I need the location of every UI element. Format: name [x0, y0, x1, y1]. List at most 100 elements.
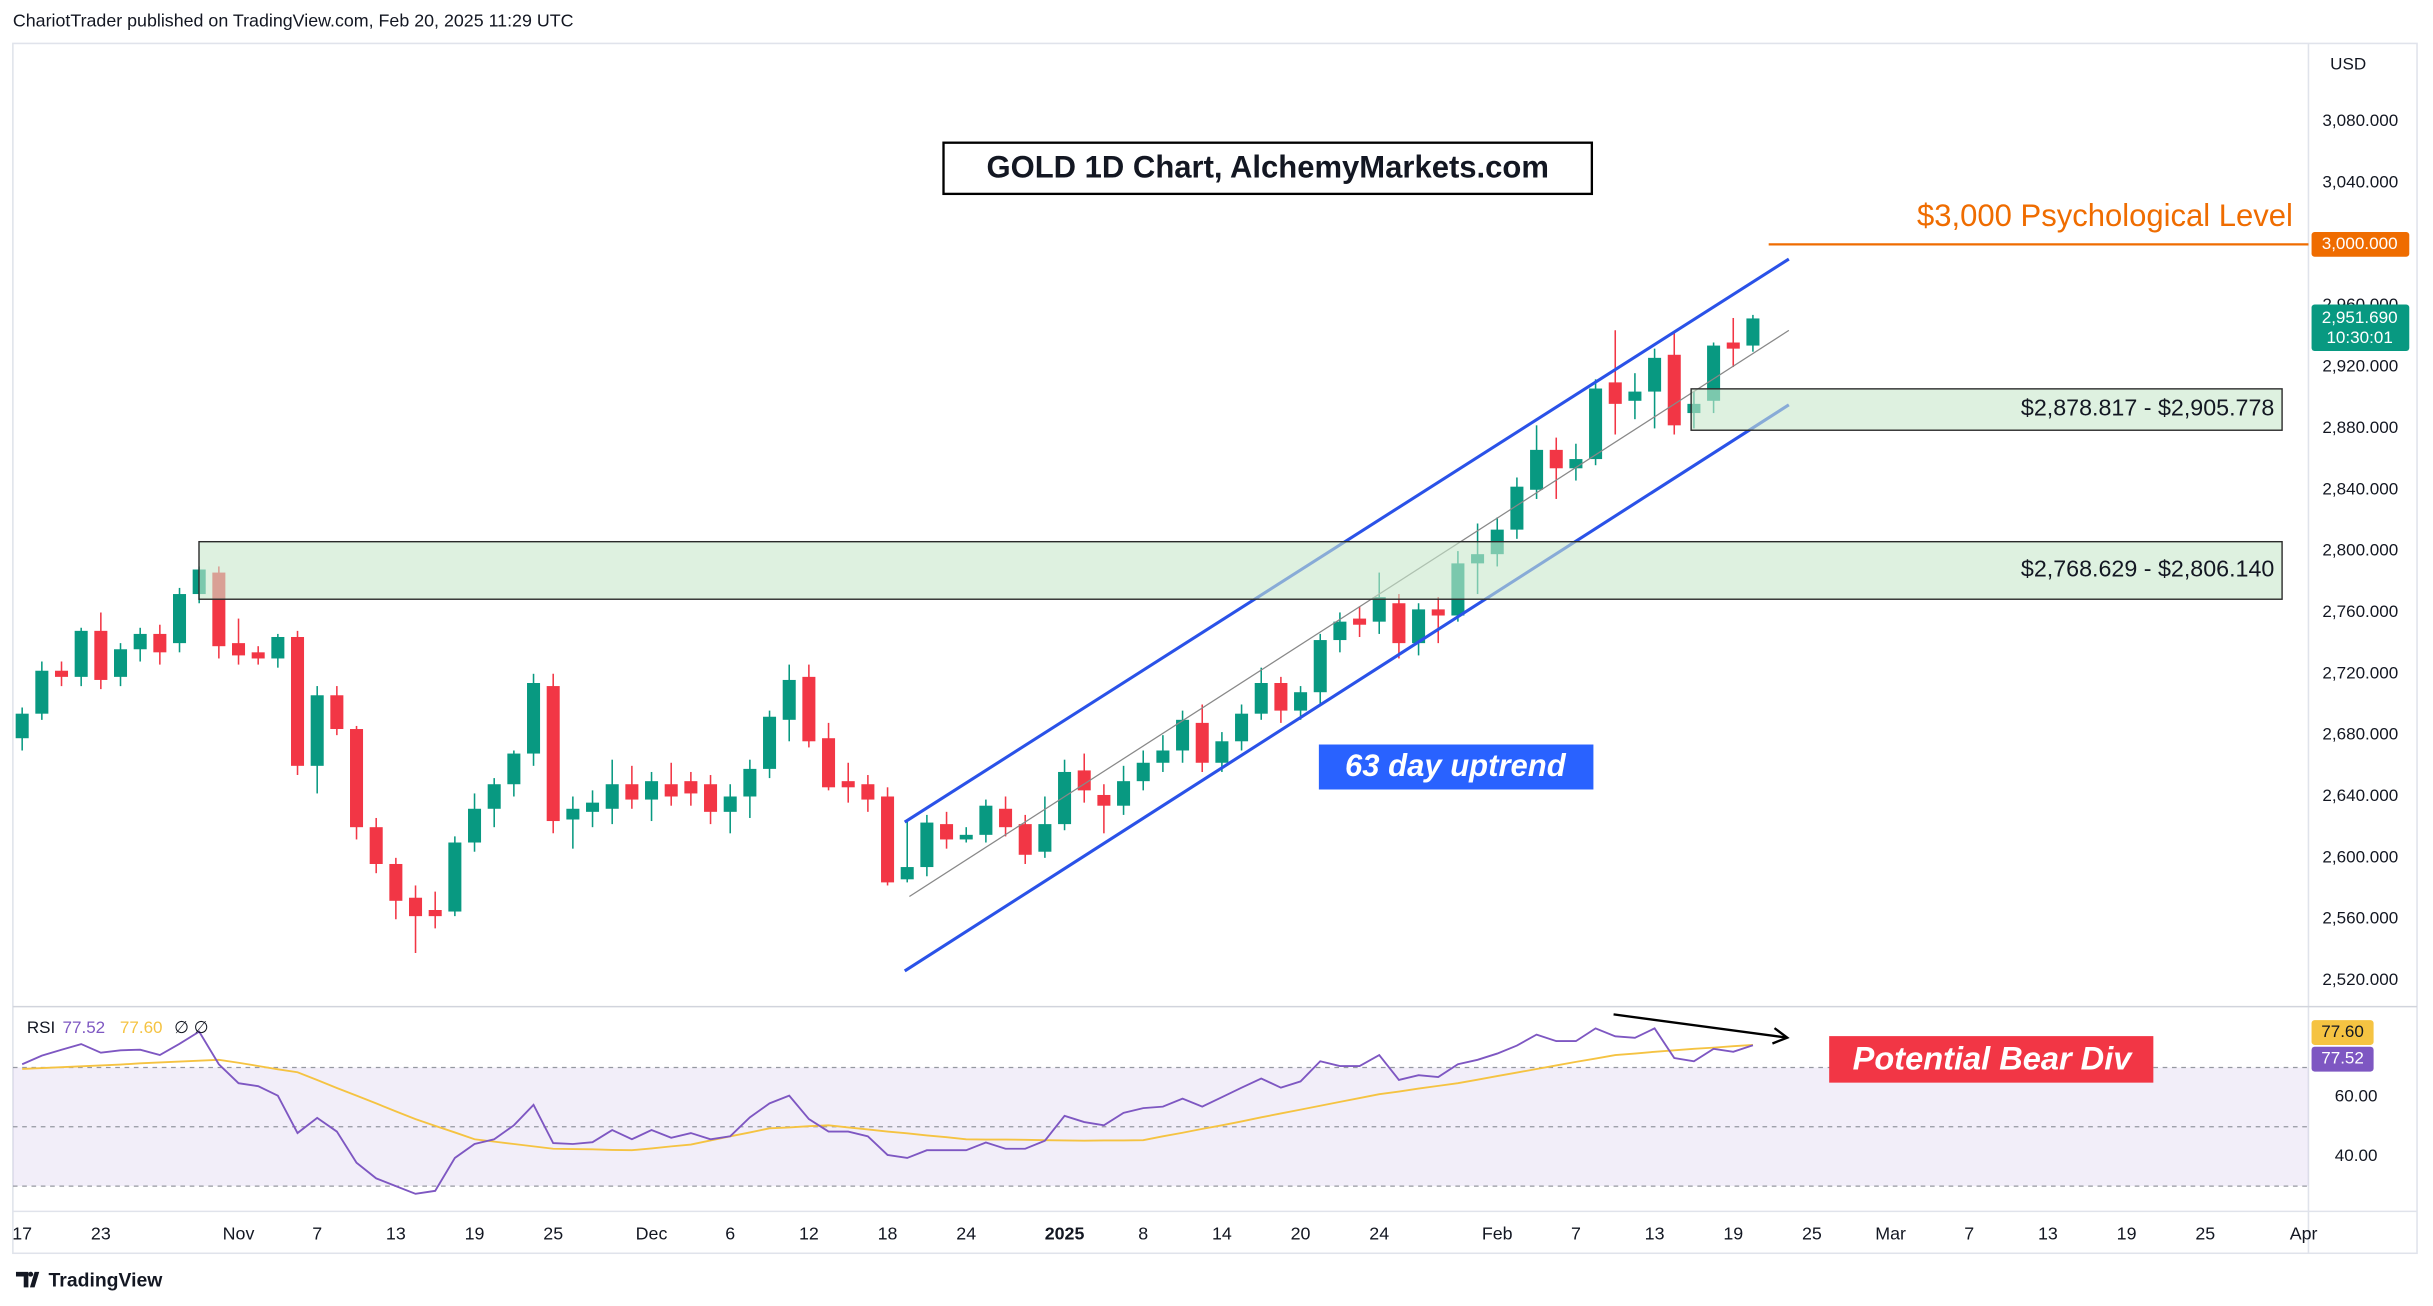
- x-tick-label: Feb: [1482, 1223, 1513, 1243]
- candle-body: [1136, 762, 1150, 782]
- candle-body: [763, 716, 777, 769]
- x-tick-label: 19: [1723, 1223, 1743, 1243]
- candle-body: [1215, 741, 1229, 763]
- candle-body: [507, 753, 521, 785]
- candle-body: [959, 834, 973, 840]
- last-price-text: 2,951.690: [2322, 308, 2398, 327]
- candle-body: [1372, 597, 1386, 622]
- x-tick-label: Dec: [636, 1223, 668, 1243]
- candle-body: [1569, 459, 1583, 469]
- rsi-badge: [2311, 1020, 2374, 1045]
- x-tick-label: 19: [2117, 1223, 2137, 1243]
- rsi-badge-text: 77.52: [2321, 1049, 2364, 1068]
- candle-body: [1746, 318, 1760, 346]
- candle-body: [468, 808, 482, 843]
- candle-body: [1038, 824, 1052, 852]
- candle-body: [1353, 618, 1367, 625]
- candle-body: [743, 768, 757, 797]
- bear-div-label: Potential Bear Div: [1853, 1041, 2134, 1077]
- logo-dot: [28, 1271, 34, 1277]
- candle-body: [114, 649, 128, 677]
- candle-body: [271, 636, 285, 659]
- x-tick-label: 7: [1571, 1223, 1581, 1243]
- x-tick-label: 7: [312, 1223, 322, 1243]
- rsi-tick-label: 40.00: [2335, 1146, 2378, 1165]
- rsi-badge: [2311, 1046, 2374, 1072]
- candle-body: [35, 670, 49, 714]
- x-tick-label: Nov: [223, 1223, 255, 1243]
- candle-body: [1667, 354, 1681, 426]
- candle-body: [1608, 382, 1622, 404]
- footer-brand: TradingView: [49, 1269, 164, 1291]
- candle-body: [1156, 750, 1170, 763]
- candle-body: [684, 781, 698, 794]
- x-tick-label: 17: [12, 1223, 32, 1243]
- candle-body: [920, 822, 934, 868]
- candle-body: [1648, 357, 1662, 392]
- candle-body: [232, 643, 246, 656]
- channel-lower: [903, 403, 1790, 973]
- candle-body: [1628, 391, 1642, 401]
- candle-body: [900, 867, 914, 880]
- level-text: $3,000 Psychological Level: [1917, 198, 2293, 233]
- rsi-pane: [12, 1027, 2309, 1195]
- y-tick-label: 2,800.000: [2322, 541, 2398, 560]
- candle-body: [802, 676, 816, 742]
- chart-frame: [12, 42, 2418, 1255]
- x-tick-label: 12: [799, 1223, 819, 1243]
- candle-body: [369, 827, 383, 864]
- candle-body: [350, 729, 364, 828]
- candle-body: [133, 633, 147, 650]
- x-tick-label: 20: [1291, 1223, 1311, 1243]
- x-tick-label: 7: [1964, 1223, 1974, 1243]
- candle-body: [566, 808, 580, 820]
- x-tick-label: 25: [543, 1223, 563, 1243]
- candle-body: [428, 910, 442, 917]
- y-tick-label: 2,840.000: [2322, 479, 2398, 498]
- candle-body: [625, 784, 639, 800]
- candle-body: [1058, 771, 1072, 825]
- candle-body: [330, 695, 344, 730]
- level-badge-text: 3,000.000: [2322, 234, 2398, 253]
- candle-body: [153, 633, 167, 653]
- rsi-legend-value: 77.60: [120, 1018, 163, 1037]
- candle-body: [1726, 342, 1740, 349]
- candle-body: [409, 897, 423, 917]
- x-tick-label: 6: [725, 1223, 735, 1243]
- candle-body: [1097, 794, 1111, 806]
- rsi-legend-value: 77.52: [63, 1018, 106, 1037]
- candle-body: [1235, 713, 1249, 742]
- price-pane: [15, 314, 1760, 953]
- x-tick-label: Mar: [1875, 1223, 1906, 1243]
- candle-body: [291, 636, 305, 766]
- trend-label-box: [1318, 744, 1594, 790]
- candle-body: [94, 630, 108, 680]
- candle-body: [1510, 486, 1524, 530]
- x-tick-label: 2025: [1045, 1223, 1085, 1243]
- y-tick-label: 3,080.000: [2322, 111, 2398, 130]
- candle-body: [74, 630, 88, 677]
- channel-middle: [909, 329, 1790, 898]
- x-tick-label: 24: [1369, 1223, 1389, 1243]
- rsi-badge-text: 77.60: [2321, 1022, 2364, 1041]
- candle-body: [173, 594, 187, 644]
- zone-label: $2,768.629 - $2,806.140: [2021, 556, 2274, 582]
- candle-body: [822, 738, 836, 788]
- bear-div-box: [1829, 1036, 2154, 1083]
- y-tick-label: 2,720.000: [2322, 663, 2398, 682]
- candle-body: [645, 781, 659, 800]
- candle-body: [841, 781, 855, 788]
- x-tick-label: 23: [91, 1223, 111, 1243]
- tradingview-logo: TradingView: [15, 1269, 164, 1291]
- candle-body: [251, 652, 265, 659]
- candle-body: [1018, 824, 1032, 855]
- candle-body: [1549, 449, 1563, 469]
- y-tick-label: 2,600.000: [2322, 847, 2398, 866]
- currency-label: USD: [2330, 55, 2366, 74]
- y-tick-label: 2,560.000: [2322, 909, 2398, 928]
- candle-body: [487, 784, 501, 809]
- zone-label: $2,878.817 - $2,905.778: [2021, 395, 2274, 421]
- y-tick-label: 2,680.000: [2322, 725, 2398, 744]
